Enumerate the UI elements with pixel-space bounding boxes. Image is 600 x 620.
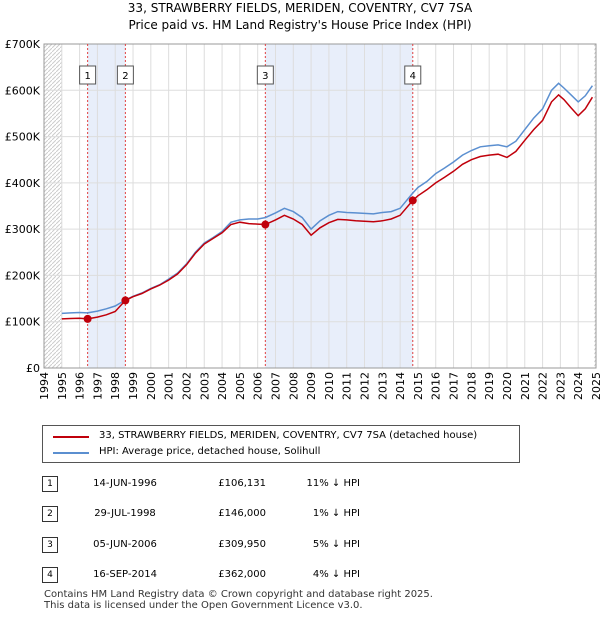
y-tick-label: £300K	[5, 223, 41, 236]
x-tick-label: 2002	[180, 372, 193, 400]
transaction-hpi-diff: 1% ↓ HPI	[312, 508, 360, 519]
x-tick-label: 2013	[376, 372, 389, 400]
footer-licence: This data is licensed under the Open Gov…	[44, 600, 363, 611]
x-tick-label: 2003	[198, 372, 211, 400]
x-tick-label: 2018	[465, 372, 478, 400]
x-tick-label: 2015	[412, 372, 425, 400]
x-tick-label: 2017	[448, 372, 461, 400]
sale-point	[121, 296, 130, 305]
transaction-number: 3	[42, 537, 58, 553]
transaction-date: 14-JUN-1996	[93, 478, 157, 489]
y-tick-label: £100K	[5, 316, 41, 329]
x-tick-label: 2023	[554, 372, 567, 400]
y-tick-label: £500K	[5, 131, 41, 144]
x-tick-label: 2007	[269, 372, 282, 400]
footer: Contains HM Land Registry data © Crown c…	[44, 589, 433, 611]
transaction-date: 16-SEP-2014	[93, 569, 157, 580]
x-tick-label: 2008	[287, 372, 300, 400]
transaction-row: 4 16-SEP-2014 £362,000 4% ↓ HPI	[0, 567, 600, 585]
transaction-row: 2 29-JUL-1998 £146,000 1% ↓ HPI	[0, 506, 600, 524]
transaction-number: 4	[42, 567, 58, 583]
transaction-date: 05-JUN-2006	[93, 539, 157, 550]
plot-frame	[43, 43, 597, 369]
transaction-number: 2	[42, 506, 58, 522]
sale-number-box	[256, 65, 274, 85]
y-tick-label: £600K	[5, 84, 41, 97]
sale-point	[261, 220, 270, 229]
x-tick-label: 2024	[572, 372, 585, 400]
legend-swatch-property	[53, 436, 89, 438]
transaction-price: £309,950	[218, 539, 266, 550]
x-tick-label: 1994	[38, 372, 51, 400]
transaction-row: 1 14-JUN-1996 £106,131 11% ↓ HPI	[0, 476, 600, 494]
sale-number-label: 3	[262, 71, 268, 82]
y-tick-label: £700K	[5, 38, 41, 51]
x-tick-label: 1995	[56, 372, 69, 400]
shaded-span	[87, 44, 126, 368]
x-tick-label: 2022	[537, 372, 550, 400]
y-tick-label: £0	[26, 362, 40, 375]
x-tick-label: 2006	[252, 372, 265, 400]
x-tick-label: 2004	[216, 372, 229, 400]
footer-copyright: Contains HM Land Registry data © Crown c…	[44, 589, 433, 600]
x-tick-label: 2010	[323, 372, 336, 400]
price-chart: £0 £100K £200K £300K £400K £500K £600K £700K 199…	[5, 38, 600, 400]
chart-title: 33, STRAWBERRY FIELDS, MERIDEN, COVENTRY…	[127, 1, 473, 15]
x-tick-label: 1997	[91, 372, 104, 400]
x-tick-label: 2019	[483, 372, 496, 400]
pre-data-hatch	[44, 44, 62, 368]
x-tick-label: 2025	[590, 372, 600, 400]
sale-number-label: 2	[122, 71, 128, 82]
transaction-hpi-diff: 11% ↓ HPI	[306, 478, 360, 489]
transaction-date: 29-JUL-1998	[94, 508, 156, 519]
sale-number-box	[79, 65, 97, 85]
legend-label-property: 33, STRAWBERRY FIELDS, MERIDEN, COVENTRY…	[99, 430, 478, 441]
transaction-number: 1	[42, 476, 58, 492]
sale-number-label: 1	[84, 71, 90, 82]
sale-point	[83, 314, 92, 323]
x-tick-label: 2012	[359, 372, 372, 400]
legend: 33, STRAWBERRY FIELDS, MERIDEN, COVENTRY…	[42, 425, 520, 463]
x-tick-label: 2021	[519, 372, 532, 400]
chart-subtitle: Price paid vs. HM Land Registry's House …	[128, 18, 472, 32]
x-tick-label: 2014	[394, 372, 407, 400]
y-tick-label: £400K	[5, 177, 41, 190]
x-tick-label: 2009	[305, 372, 318, 400]
x-tick-label: 2020	[501, 372, 514, 400]
transaction-hpi-diff: 4% ↓ HPI	[312, 569, 360, 580]
legend-swatch-hpi	[53, 452, 89, 454]
property-price-line	[61, 93, 594, 320]
x-tick-label: 1999	[127, 372, 140, 400]
transaction-hpi-diff: 5% ↓ HPI	[312, 539, 360, 550]
x-tick-label: 2001	[163, 372, 176, 400]
legend-label-hpi: HPI: Average price, detached house, Soli…	[99, 446, 321, 457]
x-tick-label: 2005	[234, 372, 247, 400]
transaction-price: £146,000	[218, 508, 266, 519]
x-tick-label: 2011	[341, 372, 354, 400]
sale-point	[408, 196, 417, 205]
transaction-price: £106,131	[218, 478, 266, 489]
sale-number-label: 4	[410, 71, 416, 82]
x-tick-label: 1998	[109, 372, 122, 400]
shaded-span	[265, 44, 413, 368]
transaction-row: 3 05-JUN-2006 £309,950 5% ↓ HPI	[0, 537, 600, 555]
sale-number-box	[116, 65, 134, 85]
y-tick-label: £200K	[5, 269, 41, 282]
x-tick-label: 1996	[74, 372, 87, 400]
sale-number-box	[404, 65, 422, 85]
future-hatch	[594, 44, 596, 368]
x-tick-label: 2000	[145, 372, 158, 400]
transaction-price: £362,000	[218, 569, 266, 580]
x-tick-label: 2016	[430, 372, 443, 400]
